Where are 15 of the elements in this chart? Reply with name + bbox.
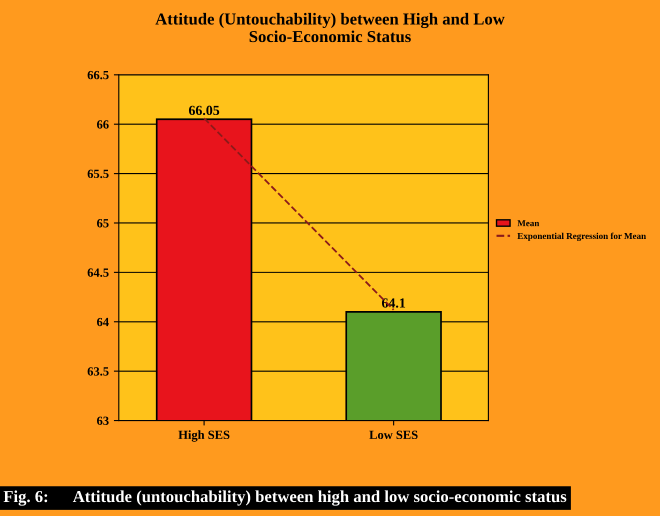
y-tick-label: 64 <box>97 318 109 326</box>
x-tick-label: Low SES <box>369 430 418 440</box>
y-tick-label: 66 <box>97 120 109 129</box>
y-tick-label: 63 <box>97 416 109 425</box>
y-tick-label: 66.5 <box>88 70 109 80</box>
y-tick-label: 63.5 <box>88 367 109 376</box>
x-tick-label: High SES <box>178 430 230 442</box>
chart-title: Attitude (Untouchability) between High and Low Socio-Economic Status <box>155 12 505 42</box>
y-tick-label: 65 <box>97 219 109 228</box>
legend-label: Exponential Regression for Mean <box>517 232 646 241</box>
caption: Fig. 6: Attitude (untouchability) between high and low socio-economic status <box>4 490 566 506</box>
y-tick-label: 65.5 <box>88 170 109 178</box>
data-label: 66.05 <box>188 106 220 116</box>
legend-label: Mean <box>517 220 540 226</box>
y-tick-label: 64.5 <box>88 268 109 277</box>
